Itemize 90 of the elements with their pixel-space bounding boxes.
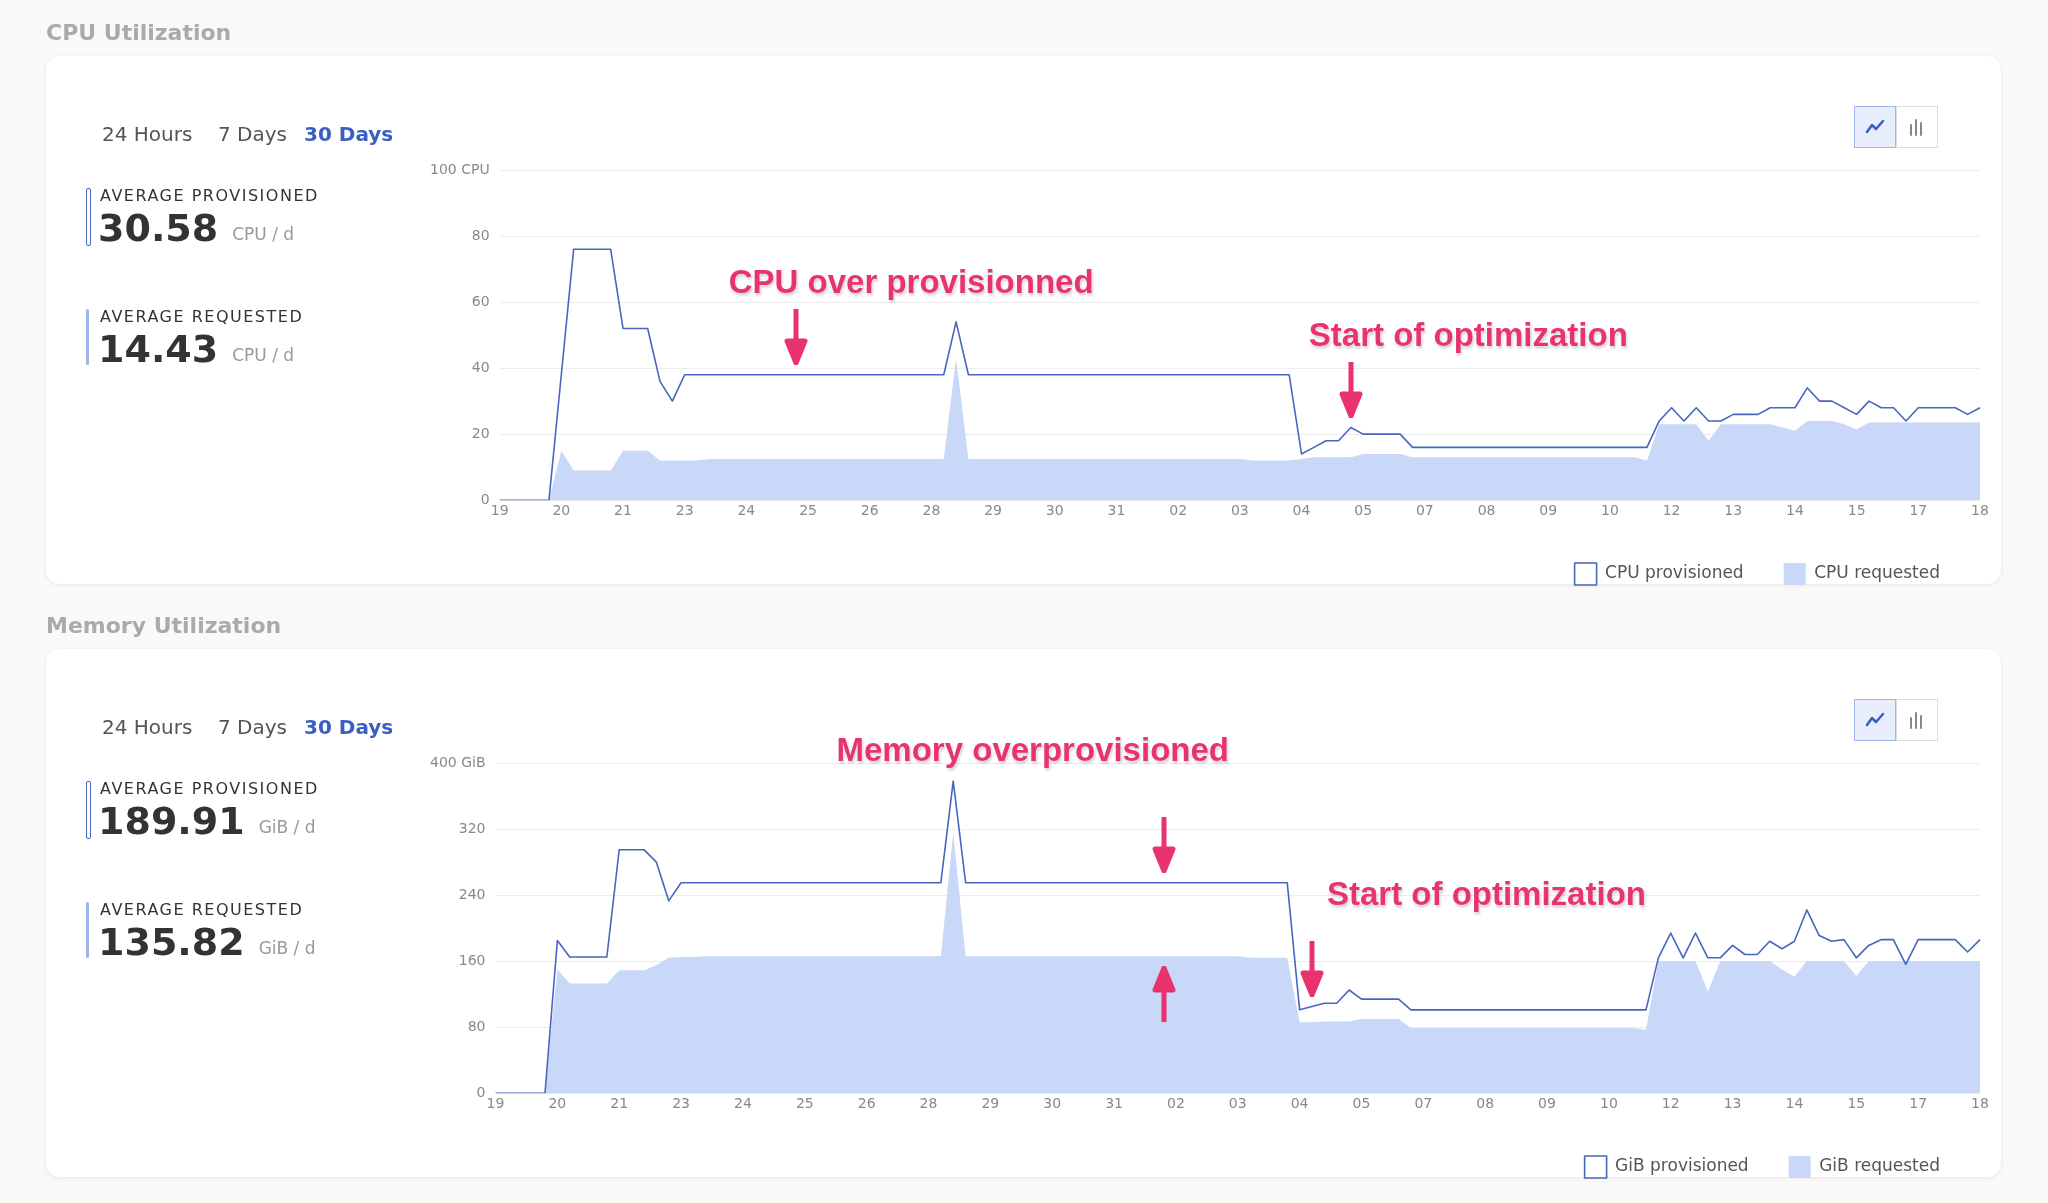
x-tick-label: 21 <box>614 502 632 519</box>
text: 135.82 <box>98 920 245 964</box>
x-tick-label: 26 <box>860 502 879 519</box>
x-tick-label: 14 <box>1785 1095 1804 1112</box>
x-tick-label: 12 <box>1662 502 1681 519</box>
text: AVERAGE REQUESTED <box>100 307 304 326</box>
x-tick-label: 17 <box>1909 502 1928 519</box>
text: 7 Days <box>218 122 287 146</box>
x-tick-label: 20 <box>552 502 571 519</box>
x-tick-label: 07 <box>1414 1095 1433 1112</box>
text: 7 Days <box>218 715 287 739</box>
text: 30.58 <box>98 206 219 250</box>
annotation: Start of optimization <box>1325 874 1647 913</box>
text: CPU / d <box>232 224 295 244</box>
y-tick-label: 240 <box>458 885 486 902</box>
text: AVERAGE PROVISIONED <box>100 186 319 205</box>
text: CPU Utilization <box>46 20 232 45</box>
text: 30 Days <box>304 715 394 739</box>
y-tick-label: 0 <box>476 1083 486 1100</box>
y-tick-label: 80 <box>467 1017 486 1034</box>
x-tick-label: 28 <box>922 502 941 519</box>
x-tick-label: 26 <box>857 1095 876 1112</box>
text: GiB / d <box>258 817 316 837</box>
x-tick-label: 29 <box>981 1095 1000 1112</box>
text: 24 Hours <box>102 122 193 146</box>
x-tick-label: 15 <box>1847 502 1866 519</box>
x-tick-label: 13 <box>1723 1095 1742 1112</box>
y-tick-label: 80 <box>471 226 490 243</box>
x-tick-label: 05 <box>1354 502 1373 519</box>
x-tick-label: 12 <box>1661 1095 1680 1112</box>
annotation: CPU over provisionned <box>727 262 1095 301</box>
text: 189.91 <box>98 799 245 843</box>
x-tick-label: 14 <box>1786 502 1804 519</box>
text: CPU / d <box>232 345 295 365</box>
x-tick-label: 23 <box>675 502 694 519</box>
legend-label: GiB provisioned <box>1615 1155 1749 1176</box>
x-tick-label: 21 <box>610 1095 629 1112</box>
x-tick-label: 05 <box>1352 1095 1371 1112</box>
x-tick-label: 09 <box>1539 502 1558 519</box>
x-tick-label: 18 <box>1971 502 1989 519</box>
x-tick-label: 20 <box>548 1095 567 1112</box>
text: Memory Utilization <box>46 613 282 638</box>
x-tick-label: 03 <box>1228 1095 1247 1112</box>
x-tick-label: 18 <box>1971 1095 1989 1112</box>
x-tick-label: 30 <box>1045 502 1064 519</box>
y-tick-label: 60 <box>471 292 490 309</box>
x-tick-label: 23 <box>672 1095 690 1112</box>
text: 24 Hours <box>102 715 193 739</box>
x-tick-label: 04 <box>1292 502 1311 519</box>
x-tick-label: 30 <box>1043 1095 1062 1112</box>
text: 30 Days <box>304 122 394 146</box>
x-tick-label: 08 <box>1476 1095 1495 1112</box>
x-tick-label: 13 <box>1724 502 1743 519</box>
legend-label: CPU provisioned <box>1605 562 1744 583</box>
x-tick-label: 25 <box>799 502 817 519</box>
legend-label: GiB requested <box>1819 1155 1941 1176</box>
x-tick-label: 03 <box>1230 502 1249 519</box>
x-tick-label: 02 <box>1166 1095 1185 1112</box>
x-tick-label: 10 <box>1599 1095 1618 1112</box>
x-tick-label: 17 <box>1909 1095 1928 1112</box>
x-tick-label: 04 <box>1290 1095 1309 1112</box>
y-tick-label: 160 <box>458 951 486 968</box>
legend-label: CPU requested <box>1814 562 1940 583</box>
annotation: Memory overprovisioned <box>835 730 1230 769</box>
y-tick-label: 320 <box>458 819 486 836</box>
y-tick-label: 0 <box>480 490 490 507</box>
x-tick-label: 25 <box>795 1095 814 1112</box>
x-tick-label: 07 <box>1415 502 1434 519</box>
x-tick-label: 24 <box>734 1095 752 1112</box>
y-tick-label: 400 GiB <box>430 753 486 770</box>
text: GiB / d <box>258 938 316 958</box>
x-tick-label: 31 <box>1107 502 1126 519</box>
y-tick-label: 20 <box>471 424 490 441</box>
x-tick-label: 02 <box>1169 502 1188 519</box>
y-tick-label: 40 <box>471 358 490 375</box>
x-tick-label: 08 <box>1477 502 1496 519</box>
text: 14.43 <box>98 327 219 371</box>
x-tick-label: 31 <box>1105 1095 1123 1112</box>
x-tick-label: 09 <box>1538 1095 1556 1112</box>
x-tick-label: 15 <box>1847 1095 1866 1112</box>
x-tick-label: 29 <box>984 502 1003 519</box>
x-tick-label: 10 <box>1601 502 1619 519</box>
annotation: Start of optimization <box>1307 315 1629 354</box>
y-tick-label: 100 CPU <box>430 160 490 177</box>
text: AVERAGE PROVISIONED <box>100 779 319 798</box>
x-tick-label: 24 <box>737 502 756 519</box>
x-tick-label: 19 <box>486 1095 505 1112</box>
x-tick-label: 28 <box>919 1095 938 1112</box>
x-tick-label: 19 <box>490 502 509 519</box>
text: AVERAGE REQUESTED <box>100 900 304 919</box>
